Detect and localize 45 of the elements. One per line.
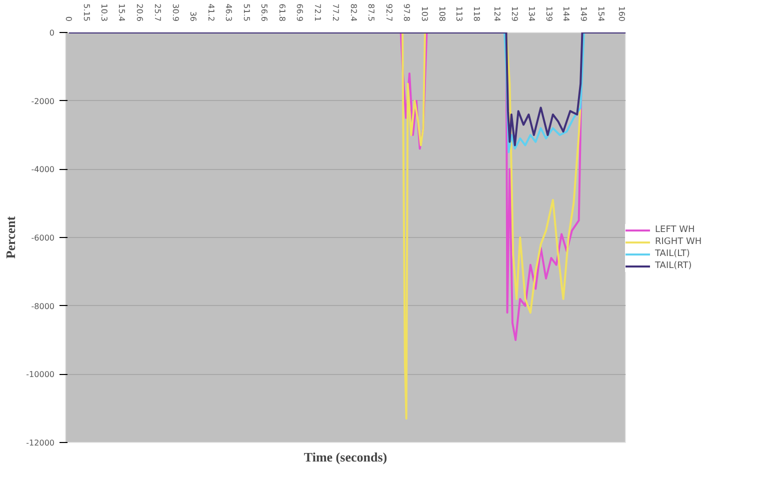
x-tick-label: 10.3 [100,4,109,22]
x-tick-label: 108 [437,6,446,22]
x-tick-label: 118 [472,6,481,22]
x-tick-label: 46.3 [224,4,234,22]
x-tick-label: 134 [527,6,536,22]
x-tick-label: 66.9 [295,4,304,22]
y-tick-label: -6000 [31,234,55,242]
legend-label: LEFT WH [655,224,695,236]
y-axis-title: Percent [3,216,18,259]
y-tick-label: 0 [49,28,55,38]
x-tick-label: 144 [562,6,571,22]
x-tick-label: 15.4 [117,4,126,22]
y-tick-label: -4000 [31,165,55,174]
x-tick-label: 139 [544,6,554,22]
x-axis-title: Time (seconds) [304,450,388,464]
legend-label: TAIL(RT) [655,260,692,272]
x-tick-label: 92.7 [384,4,394,22]
x-tick-label: 87.5 [366,4,376,22]
x-tick-label: 36 [188,11,198,22]
legend-label: RIGHT WH [655,236,702,248]
x-tick-label: 124 [492,6,502,22]
y-tick-label: -2000 [31,96,55,106]
y-tick-label: -8000 [31,302,55,311]
x-tick-label: 41.2 [206,4,216,22]
x-tick-label: 160 [617,6,626,22]
x-tick-label: 30.9 [170,4,180,22]
x-tick-label: 113 [454,6,464,22]
x-tick-label: 129 [510,6,519,22]
y-tick-label: -12000 [26,438,55,448]
x-tick-label: 51.5 [242,4,251,22]
x-tick-label: 56.6 [260,4,269,22]
x-tick-label: 0 [64,16,73,22]
x-tick-label: 77.2 [330,4,340,22]
x-tick-label: 25.7 [152,4,162,22]
x-tick-label: 61.8 [278,4,287,22]
x-tick-label: 20.6 [135,4,144,22]
x-tick-label: 97.8 [402,4,412,22]
x-tick-label: 103 [420,6,430,22]
y-tick-label: -10000 [26,370,55,380]
x-tick-label: 82.4 [348,4,358,22]
x-tick-label: 5.15 [82,4,91,22]
x-tick-label: 149 [579,6,588,22]
legend-label: TAIL(LT) [655,248,690,260]
x-tick-label: 72.1 [313,4,322,22]
x-tick-label: 154 [596,6,606,22]
